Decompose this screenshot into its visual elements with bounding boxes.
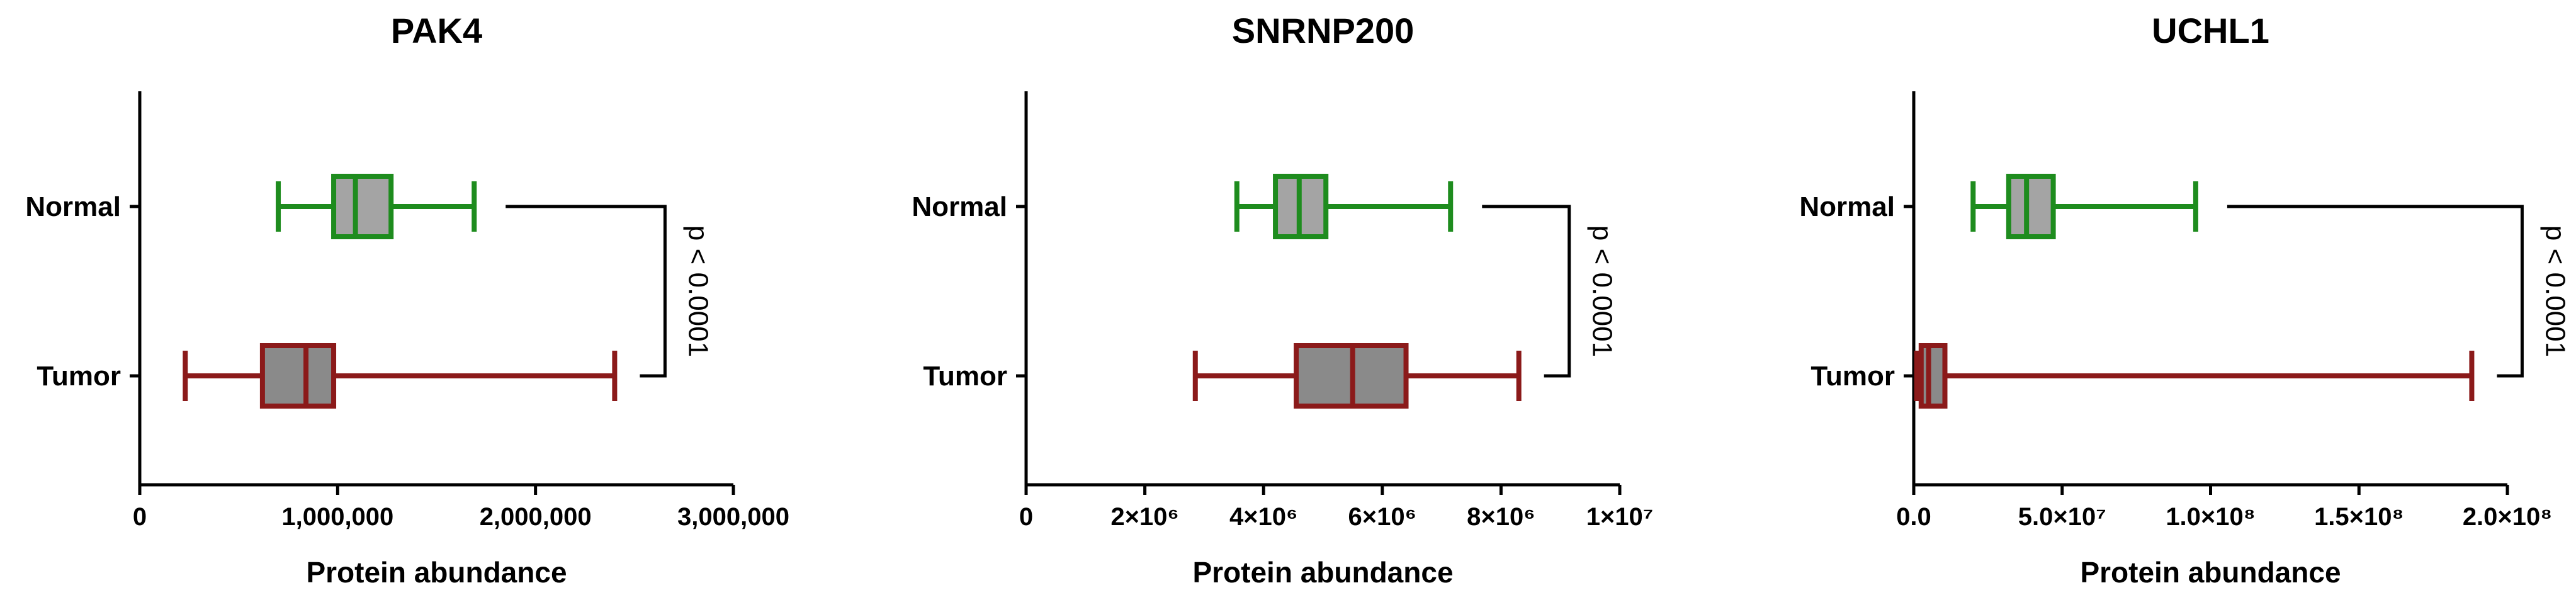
y-tick-label: Tumor <box>1811 361 1895 392</box>
box-iqr <box>2006 174 2056 239</box>
p-value-label: p < 0.0001 <box>682 225 713 357</box>
x-tick-label: 1,000,000 <box>281 503 393 531</box>
y-tick-label: Tumor <box>923 361 1007 392</box>
x-tick-label: 0 <box>1019 503 1033 531</box>
x-tick-label: 1.5×10⁸ <box>2314 503 2404 531</box>
box-normal <box>1970 174 2198 239</box>
x-axis-label: Protein abundance <box>306 556 567 589</box>
bracket-line <box>506 205 667 378</box>
y-tick-label: Normal <box>25 191 121 222</box>
x-tick-label: 1.0×10⁸ <box>2166 503 2255 531</box>
chart-panel-uchl1: UCHL1 Normal Tumor 0.0 5.0×10⁷ 1.0×10⁸ 1.5×10⁸… <box>1799 11 2570 589</box>
chart-title: PAK4 <box>391 11 482 50</box>
x-axis-label: Protein abundance <box>1192 556 1453 589</box>
y-tick-label: Normal <box>912 191 1007 222</box>
box-tumor <box>183 343 618 409</box>
chart-title: SNRNP200 <box>1232 11 1414 50</box>
bracket-line <box>2227 205 2524 378</box>
chart-panel-pak4: PAK4 Normal Tumor 0 1,000,000 2,000,000 3,000,… <box>25 11 789 589</box>
box-iqr <box>259 343 337 409</box>
x-tick-label: 2×10⁶ <box>1110 503 1179 531</box>
x-tick-label: 3,000,000 <box>677 503 789 531</box>
x-tick-label: 2,000,000 <box>480 503 592 531</box>
chart-panel-snrnp200: SNRNP200 Normal Tumor 0 2×10⁶ 4×10⁶ 6×10⁶ 8×10⁶… <box>912 11 1653 589</box>
x-tick-label: 8×10⁶ <box>1467 503 1535 531</box>
p-value-label: p < 0.0001 <box>2539 225 2570 357</box>
x-tick-label: 5.0×10⁷ <box>2018 503 2106 531</box>
box-tumor <box>1192 343 1522 409</box>
y-tick-label: Normal <box>1799 191 1895 222</box>
x-axis-label: Protein abundance <box>2080 556 2341 589</box>
significance-bracket: p < 0.0001 <box>1482 205 1618 378</box>
significance-bracket: p < 0.0001 <box>2227 205 2570 378</box>
bracket-line <box>1482 205 1571 378</box>
p-value-label: p < 0.0001 <box>1587 225 1618 357</box>
x-tick-label: 6×10⁶ <box>1348 503 1417 531</box>
box-iqr <box>1918 343 1948 409</box>
x-tick-label: 1×10⁷ <box>1586 503 1654 531</box>
x-tick-label: 2.0×10⁸ <box>2463 503 2552 531</box>
chart-title: UCHL1 <box>2152 11 2269 50</box>
x-tick-label: 0.0 <box>1896 503 1931 531</box>
box-normal <box>276 174 477 239</box>
box-iqr <box>331 174 394 239</box>
box-tumor <box>1914 343 2475 409</box>
x-tick-label: 4×10⁶ <box>1229 503 1298 531</box>
y-tick-label: Tumor <box>37 361 121 392</box>
box-normal <box>1234 174 1454 239</box>
significance-bracket: p < 0.0001 <box>506 205 713 378</box>
x-tick-label: 0 <box>133 503 147 531</box>
